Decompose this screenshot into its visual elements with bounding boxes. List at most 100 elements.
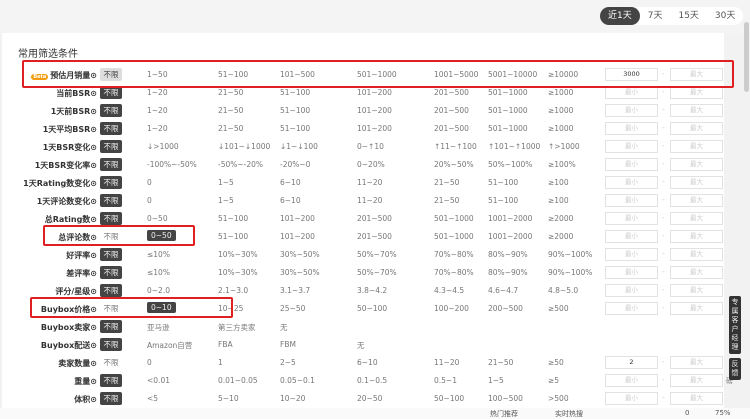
tab-3[interactable]: 30天 <box>714 11 736 21</box>
max-input[interactable]: 最大 <box>670 176 723 189</box>
filter-option[interactable]: 101~200 <box>357 106 392 115</box>
filter-option[interactable]: 100~500 <box>488 394 523 403</box>
unlimited-option[interactable]: 不限 <box>100 374 122 387</box>
filter-option[interactable]: 0~50 <box>147 214 168 223</box>
unlimited-option[interactable]: 不限 <box>100 122 122 135</box>
filter-option[interactable]: <5 <box>147 394 159 403</box>
min-input[interactable]: 最小 <box>605 230 658 243</box>
filter-option[interactable]: 51~100 <box>280 106 311 115</box>
filter-option[interactable]: ≤10% <box>147 250 170 259</box>
filter-option[interactable]: 0 <box>147 196 152 205</box>
max-input[interactable]: 最大 <box>670 356 723 369</box>
unlimited-option[interactable]: 不限 <box>100 68 122 81</box>
filter-option[interactable]: 10%~30% <box>218 250 258 259</box>
filter-option[interactable]: 201~500 <box>357 214 392 223</box>
unlimited-option[interactable]: 不限 <box>100 320 122 333</box>
filter-option[interactable]: 20~50 <box>357 394 383 403</box>
filter-option[interactable]: 0~2.0 <box>147 286 170 295</box>
feedback-button[interactable]: 反馈 <box>729 358 741 380</box>
filter-option[interactable]: 501~1000 <box>488 124 528 133</box>
unlimited-option[interactable]: 不限 <box>100 248 122 261</box>
min-input[interactable]: 最小 <box>605 158 658 171</box>
max-input[interactable]: 最大 <box>670 68 723 81</box>
filter-option[interactable]: 1 <box>218 358 223 367</box>
filter-option[interactable]: ≥100 <box>548 178 569 187</box>
unlimited-option[interactable]: 不限 <box>100 212 122 225</box>
filter-option[interactable]: 101~200 <box>280 214 315 223</box>
filter-option[interactable]: 0~↑10 <box>357 142 384 151</box>
filter-option[interactable]: 6~10 <box>280 196 301 205</box>
filter-option[interactable]: 501~1000 <box>488 88 528 97</box>
filter-option[interactable]: 51~100 <box>280 88 311 97</box>
filter-option[interactable]: 70%~80% <box>434 268 474 277</box>
filter-option[interactable]: ↑101~↑1000 <box>488 142 541 151</box>
max-input[interactable]: 最大 <box>670 194 723 207</box>
min-input[interactable]: 3000 <box>605 68 658 81</box>
min-input[interactable]: 最小 <box>605 248 658 261</box>
filter-option[interactable]: 51~100 <box>218 70 249 79</box>
live-search[interactable]: 实时热搜 <box>555 410 583 418</box>
max-input[interactable]: 最大 <box>670 302 723 315</box>
max-input[interactable]: 最大 <box>670 374 723 387</box>
filter-option[interactable]: 50%~70% <box>357 268 397 277</box>
filter-option[interactable]: 201~500 <box>434 106 469 115</box>
filter-option[interactable]: 21~50 <box>434 196 460 205</box>
min-input[interactable]: 最小 <box>605 284 658 297</box>
filter-option[interactable]: 1001~2000 <box>488 214 533 223</box>
filter-option[interactable]: 101~500 <box>280 70 315 79</box>
filter-option[interactable]: 70%~80% <box>434 250 474 259</box>
filter-option[interactable]: ↑>1000 <box>548 142 580 151</box>
filter-option[interactable]: 101~200 <box>357 88 392 97</box>
filter-option[interactable]: 1001~5000 <box>434 70 479 79</box>
min-input[interactable]: 最小 <box>605 212 658 225</box>
filter-option[interactable]: 11~20 <box>434 358 460 367</box>
tab-0[interactable]: 近1天 <box>600 7 640 25</box>
filter-option[interactable]: 501~1000 <box>357 70 397 79</box>
min-input[interactable]: 最小 <box>605 194 658 207</box>
filter-option[interactable]: 21~50 <box>434 178 460 187</box>
unlimited-option[interactable]: 不限 <box>103 232 119 241</box>
max-input[interactable]: 最大 <box>670 284 723 297</box>
filter-option[interactable]: ≥2000 <box>548 214 574 223</box>
tab-2[interactable]: 15天 <box>678 11 699 21</box>
filter-option[interactable]: 0.5~1 <box>434 376 457 385</box>
filter-option[interactable]: 无 <box>357 341 365 350</box>
filter-option[interactable]: 50~100 <box>357 304 388 313</box>
filter-option[interactable]: ↓101~↓1000 <box>218 142 271 151</box>
min-input[interactable]: 最小 <box>605 176 658 189</box>
filter-option[interactable]: 90%~100% <box>548 268 593 277</box>
filter-option[interactable]: 1~20 <box>147 106 168 115</box>
filter-option[interactable]: 0~20% <box>357 160 385 169</box>
filter-option[interactable]: 90%~100% <box>548 250 593 259</box>
filter-option[interactable]: 100~200 <box>434 304 469 313</box>
filter-option[interactable]: 1~20 <box>147 88 168 97</box>
filter-option[interactable]: 0.01~0.05 <box>218 376 258 385</box>
unlimited-option[interactable]: 不限 <box>100 104 122 117</box>
filter-option[interactable]: 200~500 <box>488 304 523 313</box>
filter-option[interactable]: ≥1000 <box>548 88 574 97</box>
min-input[interactable]: 2 <box>605 356 658 369</box>
min-input[interactable]: 最小 <box>605 140 658 153</box>
filter-option[interactable]: 30%~50% <box>280 250 320 259</box>
min-input[interactable]: 最小 <box>605 392 658 405</box>
filter-option[interactable]: 4.8~5.0 <box>548 286 579 295</box>
filter-option[interactable]: 50%~70% <box>357 250 397 259</box>
filter-option[interactable]: >500 <box>548 394 569 403</box>
filter-option[interactable]: 1~5 <box>218 178 234 187</box>
unlimited-option[interactable]: 不限 <box>100 284 122 297</box>
filter-option[interactable]: 25~50 <box>280 304 306 313</box>
filter-option[interactable]: 6~10 <box>280 178 301 187</box>
filter-option[interactable]: 5~10 <box>218 394 239 403</box>
filter-option[interactable]: 无 <box>280 323 288 332</box>
filter-option[interactable]: 51~100 <box>488 178 519 187</box>
filter-option[interactable]: 1~50 <box>147 70 168 79</box>
filter-option[interactable]: 501~1000 <box>434 232 474 241</box>
filter-option[interactable]: 80%~90% <box>488 250 528 259</box>
filter-option[interactable]: <0.01 <box>147 376 170 385</box>
filter-option[interactable]: -20%~0 <box>280 160 311 169</box>
filter-option[interactable]: ↓1~↓100 <box>280 142 318 151</box>
filter-option[interactable]: ≥10000 <box>548 70 579 79</box>
filter-option[interactable]: ≥100% <box>548 160 576 169</box>
filter-option[interactable]: 3.8~4.2 <box>357 286 388 295</box>
filter-option[interactable]: 0 <box>147 178 152 187</box>
